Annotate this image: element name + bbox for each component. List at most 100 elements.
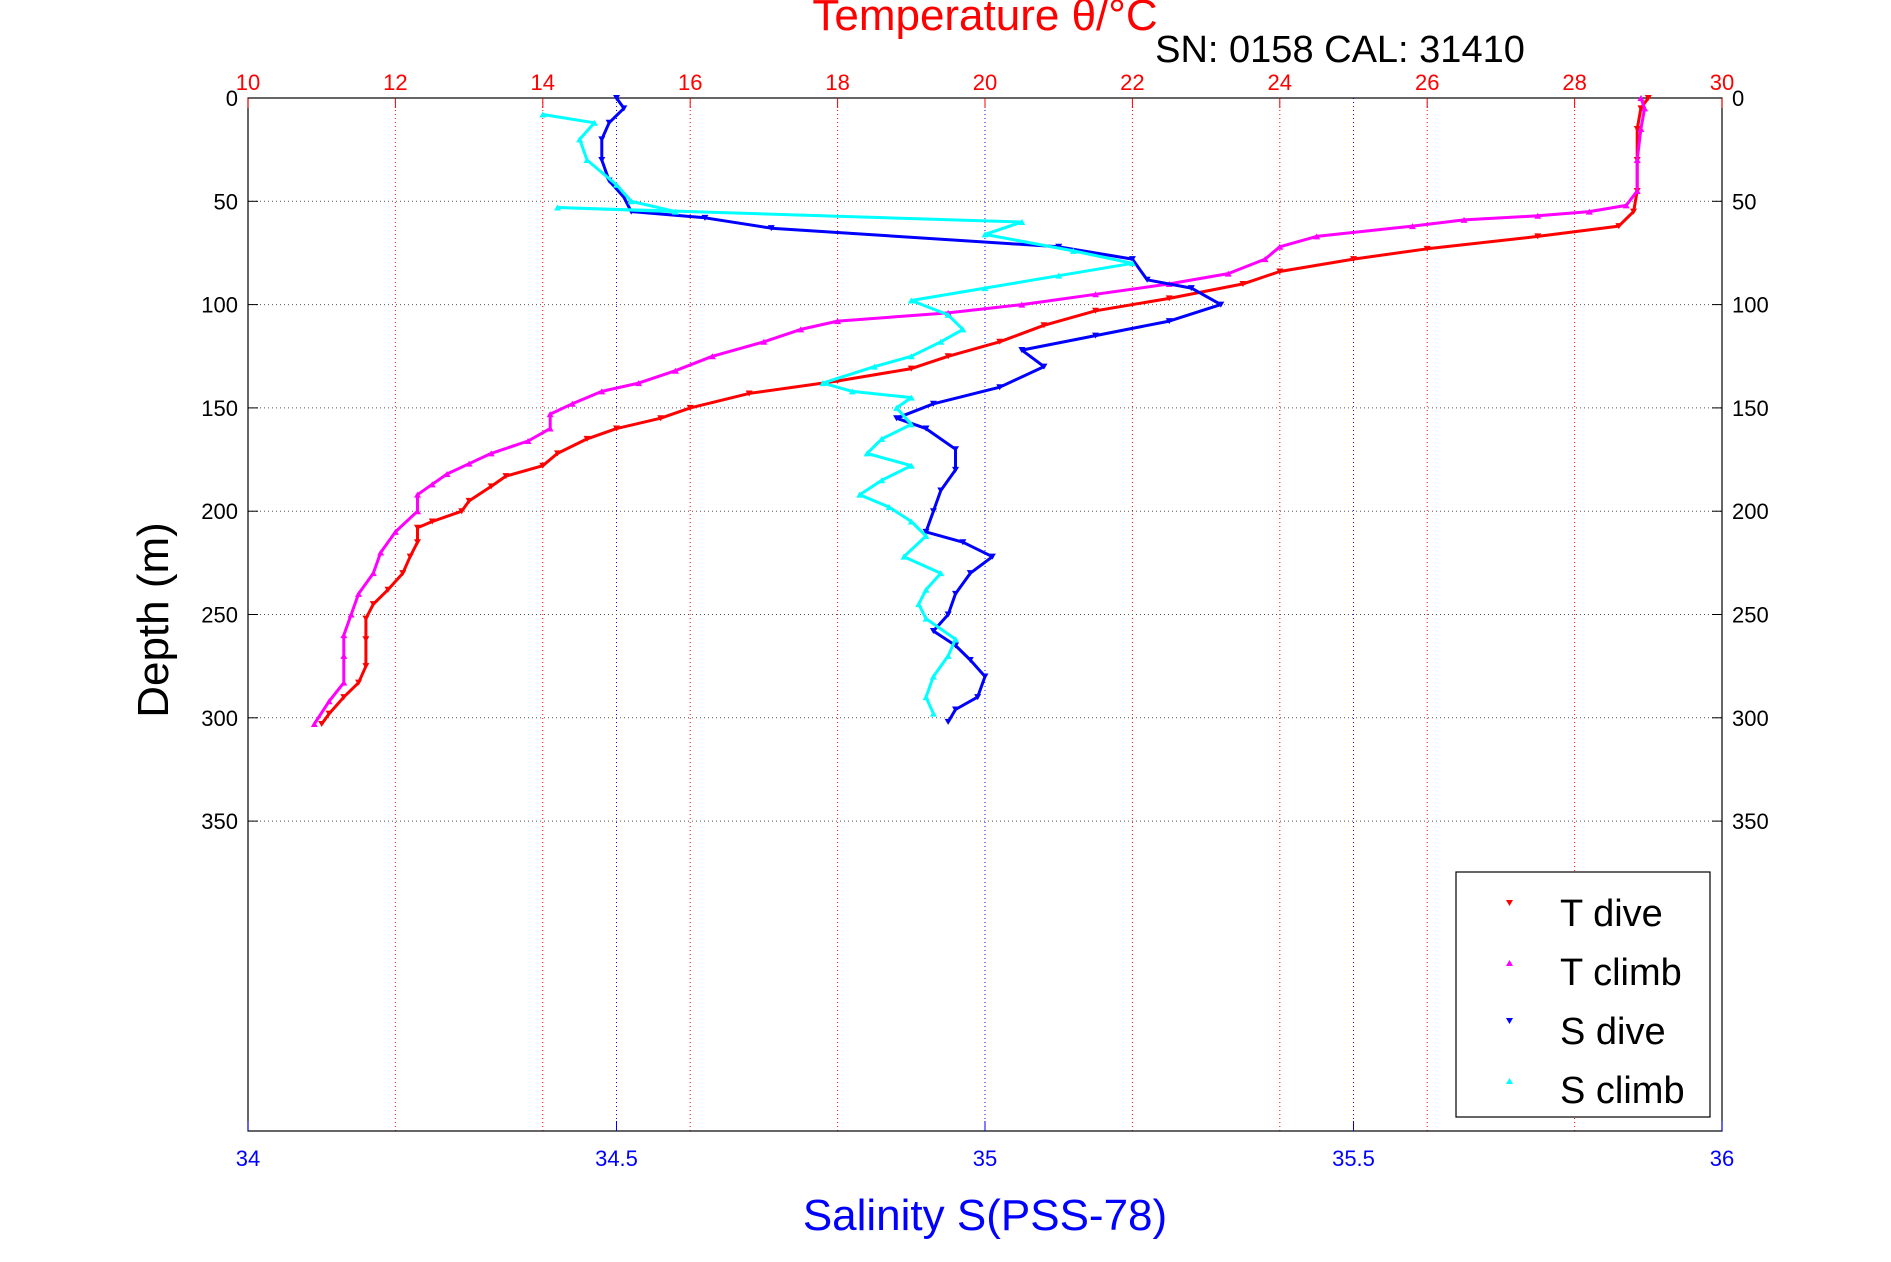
data-point-t-dive <box>355 679 363 686</box>
data-point-t-climb <box>598 388 606 395</box>
data-point-s-climb <box>922 586 930 593</box>
depth-tick-label-right: 150 <box>1732 396 1769 421</box>
data-point-t-climb <box>1637 95 1645 101</box>
data-point-s-climb <box>937 570 945 577</box>
temperature-tick-label: 12 <box>383 70 407 95</box>
depth-tick-label-right: 300 <box>1732 706 1769 731</box>
data-point-t-climb <box>1092 291 1100 298</box>
data-point-t-climb <box>1622 202 1630 209</box>
depth-tick-label-right: 0 <box>1732 86 1744 111</box>
grid-layer <box>248 98 1722 1131</box>
data-point-s-climb <box>959 326 967 333</box>
data-point-t-dive <box>1040 322 1048 329</box>
temperature-tick-label: 30 <box>1710 70 1734 95</box>
salinity-tick-label: 36 <box>1710 1146 1734 1171</box>
data-point-t-dive <box>1615 223 1623 230</box>
data-point-s-dive <box>598 136 606 143</box>
data-point-s-climb <box>590 119 598 126</box>
data-point-s-dive <box>1187 285 1195 292</box>
data-point-t-dive <box>369 601 377 608</box>
data-point-s-climb <box>627 198 635 205</box>
legend-marker-t-climb <box>1506 960 1513 966</box>
salinity-tick-label: 35 <box>973 1146 997 1171</box>
data-point-s-climb <box>944 652 952 659</box>
data-point-s-dive <box>944 611 952 618</box>
data-point-s-climb <box>907 297 915 304</box>
depth-tick-label-left: 0 <box>226 86 238 111</box>
data-point-s-climb <box>981 285 989 292</box>
data-point-t-climb <box>524 437 532 444</box>
data-point-s-dive <box>929 508 937 515</box>
data-point-s-climb <box>922 532 930 539</box>
data-point-s-dive <box>974 694 982 701</box>
data-point-t-climb <box>546 411 554 418</box>
salinity-tick-label: 34 <box>236 1146 260 1171</box>
depth-tick-label-left: 300 <box>201 706 238 731</box>
data-point-s-dive <box>922 528 930 535</box>
temperature-tick-label: 14 <box>531 70 555 95</box>
data-point-t-dive <box>1092 307 1100 314</box>
data-point-t-dive <box>686 404 694 411</box>
data-point-s-climb <box>915 601 923 608</box>
data-point-s-climb <box>900 553 908 560</box>
data-point-s-climb <box>922 694 930 701</box>
data-point-t-dive <box>907 365 915 372</box>
data-point-t-climb <box>671 367 679 374</box>
data-point-t-climb <box>340 652 348 659</box>
temperature-tick-label: 22 <box>1120 70 1144 95</box>
data-point-s-climb <box>819 380 827 387</box>
data-point-t-dive <box>1350 256 1357 263</box>
data-point-t-climb <box>1585 208 1593 215</box>
data-point-s-dive <box>959 539 967 546</box>
data-point-s-dive <box>1165 318 1173 325</box>
data-point-s-dive <box>966 656 974 663</box>
series-line-s-dive <box>600 97 1223 723</box>
data-point-t-dive <box>1630 208 1638 215</box>
data-point-s-climb <box>922 615 930 622</box>
depth-tick-label-left: 50 <box>214 189 238 214</box>
axes-layer: 10 12 14 16 18 20 22 24 26 28 30 34 34.5 35 35.5 36 0 0 50… <box>201 70 1768 1171</box>
data-point-t-dive <box>583 435 591 442</box>
legend-marker-s-climb <box>1506 1078 1513 1084</box>
depth-tick-label-right: 200 <box>1732 499 1769 524</box>
temperature-tick-label: 26 <box>1415 70 1439 95</box>
data-point-s-dive <box>620 105 628 112</box>
data-point-s-dive <box>1128 256 1136 263</box>
data-point-s-climb <box>937 338 945 345</box>
data-point-t-dive <box>554 450 562 457</box>
data-point-t-climb <box>428 481 436 488</box>
data-point-s-dive <box>937 487 945 494</box>
data-point-s-dive <box>952 706 960 713</box>
data-point-s-dive <box>944 718 952 725</box>
data-point-t-dive <box>384 586 392 593</box>
data-point-t-climb <box>487 450 495 457</box>
data-point-s-climb <box>907 394 915 401</box>
data-point-t-climb <box>760 338 768 345</box>
data-point-t-climb <box>369 570 377 577</box>
data-point-t-dive <box>539 462 547 469</box>
salinity-axis-label: Salinity S(PSS-78) <box>803 1191 1167 1240</box>
data-point-s-dive <box>701 214 709 221</box>
data-point-t-dive <box>1633 125 1641 132</box>
data-point-s-climb <box>907 462 915 469</box>
depth-tick-label-right: 100 <box>1732 293 1769 318</box>
temperature-tick-label: 18 <box>825 70 849 95</box>
data-point-s-climb <box>878 435 886 442</box>
data-point-s-dive <box>1143 276 1151 283</box>
legend: T dive T climb S dive S climb <box>1455 871 1711 1118</box>
data-point-t-climb <box>1633 187 1641 194</box>
data-point-s-climb <box>1128 260 1136 267</box>
data-point-t-dive <box>1423 245 1431 252</box>
data-point-s-dive <box>1092 332 1100 339</box>
data-point-s-dive <box>613 95 620 101</box>
data-point-s-climb <box>583 156 591 163</box>
depth-tick-label-right: 50 <box>1732 189 1756 214</box>
data-point-t-climb <box>708 353 716 360</box>
data-point-t-climb <box>1313 233 1321 240</box>
data-point-t-dive <box>414 539 422 546</box>
data-point-s-dive <box>952 590 960 597</box>
data-point-t-dive <box>996 338 1004 345</box>
depth-tick-label-left: 350 <box>201 809 238 834</box>
data-point-s-climb <box>878 477 886 484</box>
data-point-t-climb <box>1408 223 1416 230</box>
